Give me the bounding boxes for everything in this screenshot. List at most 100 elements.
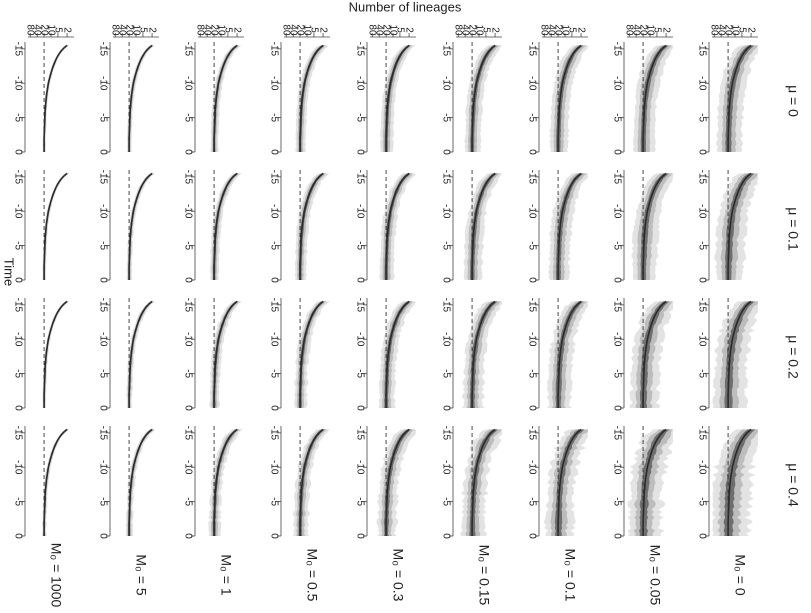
mu-label: μ = 0.4 xyxy=(785,463,801,507)
time-tick-label: -10 xyxy=(611,76,622,91)
time-tick-label: -5 xyxy=(182,369,193,378)
band-inner xyxy=(212,429,239,536)
panel-m0-1-mu-3 xyxy=(627,426,673,536)
time-tick-label: -15 xyxy=(440,42,451,57)
time-tick-label: -5 xyxy=(526,113,537,122)
time-tick-label: -10 xyxy=(354,204,365,219)
lineage-tick-label: 20 xyxy=(123,24,134,36)
time-tick-label: -10 xyxy=(97,332,108,347)
panel-m0-0-mu-0 xyxy=(715,42,758,152)
time-tick-label: -10 xyxy=(12,76,23,91)
lineage-tick-label: 20 xyxy=(208,24,219,36)
time-tick-label: -5 xyxy=(97,497,108,506)
lineage-tick-label: 2 xyxy=(146,27,157,33)
time-tick-label: -5 xyxy=(268,497,279,506)
time-tick-label: -10 xyxy=(354,460,365,475)
time-tick-label: 0 xyxy=(97,533,108,539)
time-tick-label: -15 xyxy=(268,42,279,57)
panel-time-axis: -15 -10 -5 0 xyxy=(182,426,196,539)
lineage-tick-label: 20 xyxy=(466,24,477,36)
panel-time-axis: -15 -10 -5 0 xyxy=(526,426,540,539)
mu-label: μ = 0 xyxy=(785,85,801,117)
panel-m0-4-mu-3 xyxy=(376,426,416,536)
band-outer xyxy=(42,45,69,152)
time-tick-label: 0 xyxy=(97,277,108,283)
lineage-tick-label: 5 xyxy=(480,27,491,33)
panel-m0-0-mu-3 xyxy=(712,426,758,536)
time-tick-label: -15 xyxy=(182,298,193,313)
panel-time-axis: -15 -10 -5 0 xyxy=(440,42,454,155)
band-inner xyxy=(723,429,756,536)
lineage-tick-label: 2 xyxy=(489,27,500,33)
time-tick-label: -10 xyxy=(182,204,193,219)
time-tick-label: -10 xyxy=(611,204,622,219)
time-tick-label: -5 xyxy=(440,369,451,378)
time-tick-label: -10 xyxy=(12,204,23,219)
time-tick-label: -5 xyxy=(268,369,279,378)
band-middle xyxy=(381,301,414,408)
time-tick-label: 0 xyxy=(440,149,451,155)
time-tick-label: -15 xyxy=(354,426,365,441)
m0-label: M₀ = 1 xyxy=(218,554,234,595)
time-tick-label: 0 xyxy=(696,533,707,539)
panel-time-axis: -15 -10 -5 0 xyxy=(440,298,454,411)
time-tick-label: -10 xyxy=(696,332,707,347)
panel-m0-7-mu-3 xyxy=(125,426,156,536)
time-tick-label: -10 xyxy=(182,332,193,347)
lineage-tick-label: 40 xyxy=(716,24,727,36)
time-tick-label: -10 xyxy=(440,204,451,219)
panel-m0-2-mu-1 xyxy=(548,170,588,280)
time-tick-label: -5 xyxy=(696,369,707,378)
lineage-tick-label: 40 xyxy=(546,24,557,36)
lineage-tick-label: 40 xyxy=(631,24,642,36)
band-inner xyxy=(298,429,325,536)
time-tick-label: -5 xyxy=(268,241,279,250)
lineage-tick-label: 10 xyxy=(729,24,740,36)
lineage-tick-label: 40 xyxy=(460,24,471,36)
time-tick-label: -15 xyxy=(696,42,707,57)
panel-time-axis: -15 -10 -5 0 xyxy=(268,42,282,155)
labels-layer: M₀ = 0 M₀ = 0.05 M₀ = 0.1 M₀ = 0.15 M₀ = 0.3… xyxy=(2,0,802,607)
time-tick-label: -5 xyxy=(440,113,451,122)
time-tick-label: -10 xyxy=(696,460,707,475)
panel-m0-5-mu-1 xyxy=(294,170,330,280)
m0-label: M₀ = 0.05 xyxy=(647,545,663,606)
panel-m0-1-mu-0 xyxy=(632,42,673,152)
band-middle xyxy=(127,45,154,152)
time-tick-label: -10 xyxy=(268,76,279,91)
panel-time-axis: -15 -10 -5 0 xyxy=(354,298,368,411)
panel-m0-3-mu-1 xyxy=(463,170,502,280)
band-inner xyxy=(639,301,670,408)
panel-m0-2-mu-3 xyxy=(543,426,588,536)
band-middle xyxy=(553,45,587,152)
m0-label: M₀ = 0 xyxy=(732,554,748,595)
time-tick-label: -15 xyxy=(611,170,622,185)
time-tick-label: -10 xyxy=(268,460,279,475)
time-tick-label: 0 xyxy=(696,277,707,283)
time-tick-label: -15 xyxy=(354,170,365,185)
lineage-tick-label: 5 xyxy=(137,27,148,33)
panel-m0-7-mu-1 xyxy=(126,170,155,280)
panel-time-axis: -15 -10 -5 0 xyxy=(182,170,196,283)
band-middle xyxy=(127,173,154,280)
lineage-tick-label: 20 xyxy=(380,24,391,36)
lineage-tick-label: 40 xyxy=(288,24,299,36)
time-tick-label: -15 xyxy=(354,298,365,313)
lineage-tick-label: 5 xyxy=(52,27,63,33)
panel-m0-2-mu-0 xyxy=(549,42,588,152)
time-tick-label: -15 xyxy=(611,426,622,441)
time-tick-label: 0 xyxy=(12,149,23,155)
time-tick-label: -15 xyxy=(440,298,451,313)
lineage-tick-label: 5 xyxy=(308,27,319,33)
panel-time-axis: -15 -10 -5 0 xyxy=(611,42,625,155)
time-tick-label: -5 xyxy=(611,369,622,378)
time-tick-label: 0 xyxy=(696,405,707,411)
lineage-tick-label: 10 xyxy=(559,24,570,36)
panel-m0-4-mu-0 xyxy=(380,42,416,152)
lineage-tick-label: 80 xyxy=(367,24,378,36)
panel-time-axis: -15 -10 -5 0 xyxy=(12,426,26,539)
panel-time-axis: -15 -10 -5 0 xyxy=(440,170,454,283)
band-middle xyxy=(42,429,69,536)
panel-m0-0-mu-1 xyxy=(714,170,758,280)
